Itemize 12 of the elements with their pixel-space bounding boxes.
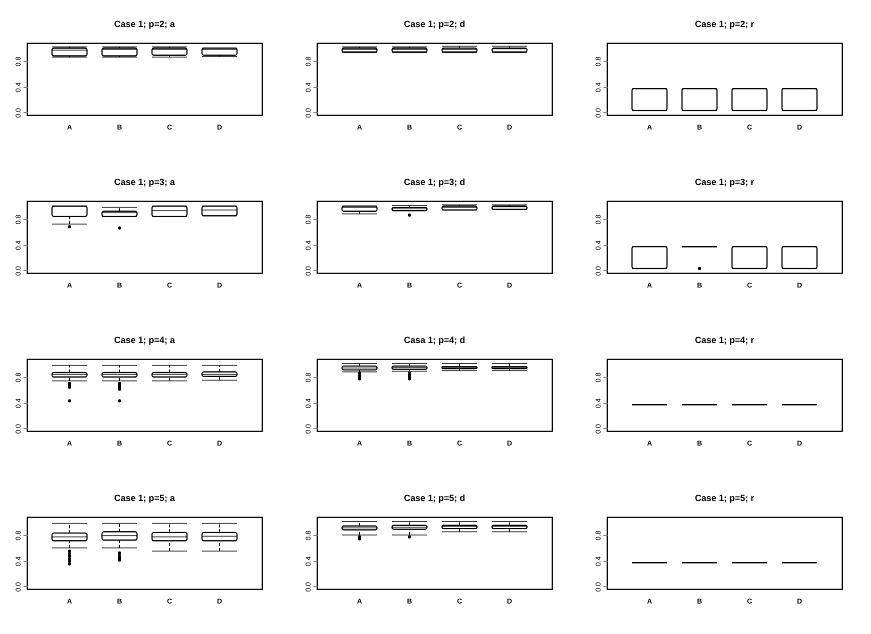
chart-title: Case 1; p=4; a [114, 335, 176, 345]
chart-title: Case 1; p=5; d [404, 493, 466, 503]
chart-title: Case 1; p=2; r [694, 19, 755, 29]
chart-title: Case 1; p=3; r [694, 177, 755, 187]
chart-title: Case 1; p=2; d [404, 19, 466, 29]
chart-title: Case 1; p=3; d [404, 177, 466, 187]
chart-title: Case 1; p=5; r [694, 493, 755, 503]
chart-title: Case 1; p=4; r [694, 335, 755, 345]
chart-title: Casa 1; p=4; d [404, 335, 466, 345]
chart-title: Case 1; p=3; a [114, 177, 176, 187]
chart-title: Case 1; p=5; a [114, 493, 176, 503]
chart-title: Case 1; p=2; a [114, 19, 176, 29]
